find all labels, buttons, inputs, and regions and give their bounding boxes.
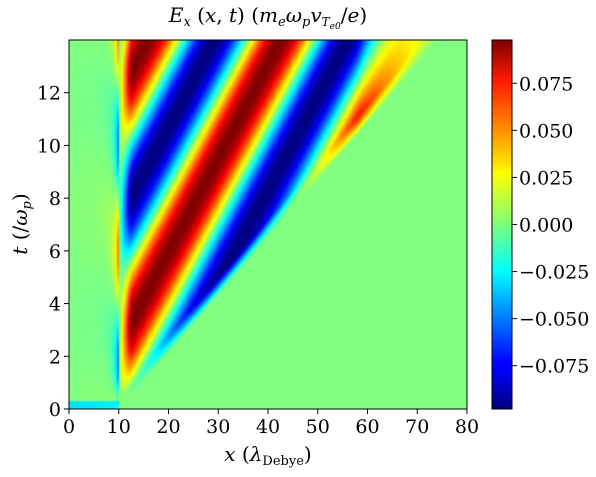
chart-title: Ex (x, t) (meωpvTe0/e): [168, 3, 367, 32]
heatmap-field: [69, 40, 467, 409]
colorbar: [492, 40, 512, 409]
svg-text:x (λDebye): x (λDebye): [224, 442, 311, 469]
x-tick-label: 30: [206, 416, 230, 438]
colorbar-tick-label: −0.025: [519, 262, 589, 284]
y-tick-label: 12: [37, 83, 61, 105]
y-tick-label: 6: [49, 241, 61, 263]
x-tick-label: 60: [355, 416, 379, 438]
colorbar-tick-label: 0.025: [519, 167, 573, 189]
x-axis-label: x (λDebye): [224, 442, 311, 469]
x-tick-label: 20: [156, 416, 180, 438]
colorbar-tick-label: 0.075: [519, 73, 573, 95]
y-tick-label: 4: [49, 294, 61, 316]
title: Ex (x, t) (meωpvTe0/e): [168, 3, 367, 32]
colorbar-axis: −0.075 −0.050 −0.025 0.000 0.025 0.050 0.075: [512, 73, 589, 378]
x-axis: 0 10 20 30 40 50 60 70 80: [63, 409, 479, 438]
svg-text:t (/ωp): t (/ωp): [8, 193, 35, 254]
x-tick-label: 0: [63, 416, 75, 438]
y-axis-label: t (/ωp): [8, 193, 35, 254]
x-tick-label: 50: [306, 416, 330, 438]
y-tick-label: 0: [49, 399, 61, 421]
colorbar-tick-label: −0.075: [519, 356, 589, 378]
y-tick-label: 10: [37, 135, 61, 157]
x-tick-label: 70: [405, 416, 429, 438]
colorbar-tick-label: 0.000: [519, 215, 573, 237]
y-axis: 0 2 4 6 8 10 12: [37, 83, 69, 421]
x-tick-label: 80: [455, 416, 479, 438]
colorbar-tick-label: −0.050: [519, 309, 589, 331]
x-tick-label: 40: [256, 416, 280, 438]
colorbar-tick-label: 0.050: [519, 120, 573, 142]
y-tick-label: 8: [49, 188, 61, 210]
y-tick-label: 2: [49, 346, 61, 368]
x-tick-label: 10: [107, 416, 131, 438]
